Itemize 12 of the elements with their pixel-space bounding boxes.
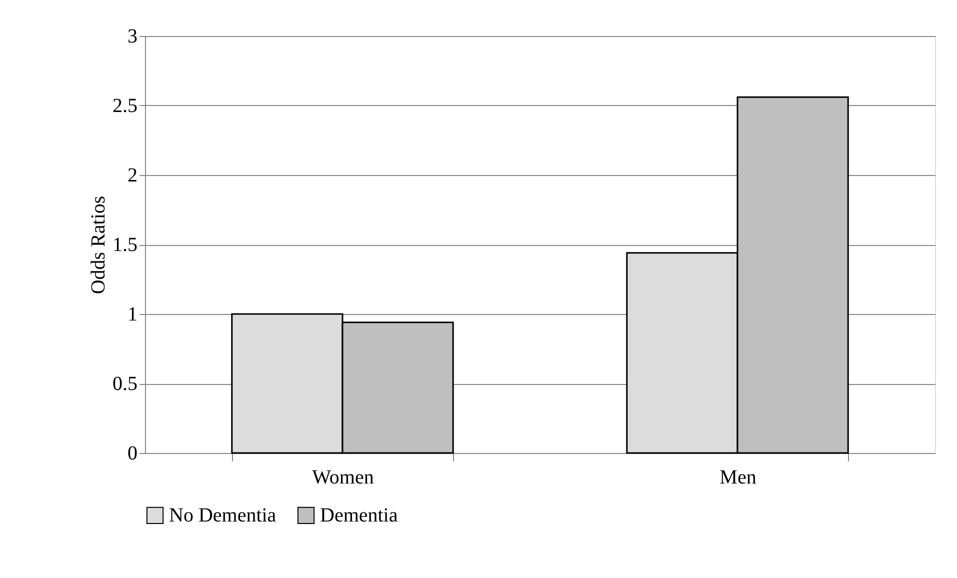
y-axis-title: Odds Ratios [88, 196, 110, 294]
x-tick-label: Women [312, 466, 374, 488]
y-tick-label: 2.5 [112, 95, 138, 117]
y-tick-label: 1.5 [112, 234, 138, 256]
y-tick-label: 3 [128, 26, 138, 48]
x-tick-label: Men [720, 466, 756, 488]
y-tick-label: 0 [128, 442, 138, 464]
y-tick-label: 0.5 [112, 373, 138, 395]
y-tick-label: 2 [128, 164, 138, 186]
legend-label: No Dementia [169, 504, 276, 526]
legend-label: Dementia [320, 504, 398, 526]
y-tick-label: 1 [128, 304, 138, 326]
